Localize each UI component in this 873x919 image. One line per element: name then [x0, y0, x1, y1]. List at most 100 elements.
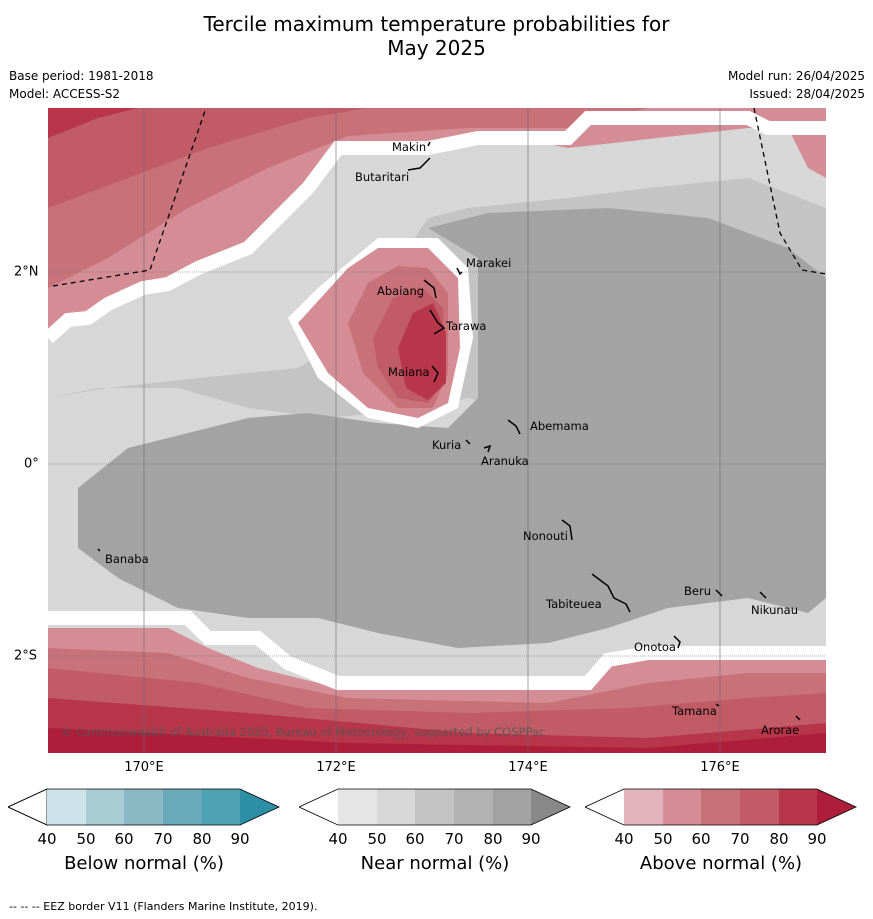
cbar-above-swatch-1 — [624, 789, 663, 825]
place-label-abaiang: Abaiang — [377, 284, 424, 298]
base-period: Base period: 1981-2018 — [9, 69, 154, 83]
place-label-arorae: Arorae — [761, 723, 799, 737]
island-aranuka — [483, 444, 492, 453]
cbar-near-tick-40: 40 — [328, 830, 347, 848]
colorbar-near-swatches — [299, 789, 570, 825]
cbar-above-swatch-5 — [779, 789, 817, 825]
above-band-north-80 — [48, 108, 138, 138]
cbar-near-swatch-1 — [338, 789, 377, 825]
cbar-near-swatch-4 — [454, 789, 493, 825]
cbar-below-swatch-4 — [163, 789, 202, 825]
place-label-makin: Makin — [392, 140, 426, 154]
cbar-below-swatch-2 — [86, 789, 124, 825]
colorbar-below-title: Below normal (%) — [64, 853, 224, 874]
eez-border-east — [753, 108, 826, 275]
island-butaritari — [407, 157, 431, 171]
place-label-butaritari: Butaritari — [355, 170, 409, 184]
cbar-above-lower-arrow — [585, 789, 624, 825]
island-onotoa — [673, 635, 681, 649]
cbar-below-swatch-1 — [47, 789, 86, 825]
place-label-marakei: Marakei — [466, 256, 511, 270]
place-label-aranuka: Aranuka — [481, 454, 529, 468]
above-band-south-90 — [48, 728, 826, 753]
lat-label-0: 0° — [24, 456, 39, 472]
island-abemama — [507, 419, 521, 435]
island-arorae — [795, 715, 801, 721]
lon-label-176e: 176°E — [700, 760, 740, 775]
place-label-banaba: Banaba — [105, 552, 149, 566]
island-tamana — [715, 703, 720, 707]
cbar-below-tick-40: 40 — [37, 830, 56, 848]
eez-borders — [52, 108, 826, 287]
cbar-above-tick-90: 90 — [807, 830, 826, 848]
model-name: Model: ACCESS-S2 — [9, 87, 121, 101]
cbar-above-swatch-4 — [740, 789, 779, 825]
band-boundary-north — [48, 111, 826, 344]
eez-legend-note: -- -- -- EEZ border V11 (Flanders Marine… — [9, 900, 318, 913]
place-label-tamana: Tamana — [671, 704, 717, 718]
title-line-1: Tercile maximum temperature probabilitie… — [203, 12, 670, 36]
island-abaiang — [423, 279, 437, 299]
near-normal-70 — [78, 208, 826, 648]
place-label-onotoa: Onotoa — [634, 640, 676, 654]
cbar-above-upper-arrow — [817, 789, 856, 825]
colorbar-above-title: Above normal (%) — [639, 853, 803, 874]
model-run-date: Model run: 26/04/2025 — [727, 69, 865, 83]
place-label-tabiteuea: Tabiteuea — [545, 597, 602, 611]
lat-label-2s: 2°S — [14, 648, 38, 664]
cbar-near-upper-arrow — [531, 789, 570, 825]
cbar-near-tick-50: 50 — [367, 830, 386, 848]
island-banaba — [97, 548, 101, 552]
island-tarawa — [429, 309, 446, 335]
issued-date: Issued: 28/04/2025 — [749, 87, 865, 101]
island-kuria — [465, 439, 471, 445]
place-label-abemama: Abemama — [530, 419, 589, 433]
graticule — [48, 108, 826, 753]
cbar-below-tick-80: 80 — [192, 830, 211, 848]
cbar-near-swatch-5 — [493, 789, 531, 825]
cbar-below-lower-arrow — [8, 788, 48, 826]
cbar-near-tick-90: 90 — [521, 830, 540, 848]
probability-map: Makin Butaritari Marakei Abaiang Tarawa … — [48, 108, 826, 753]
cbar-above-swatch-3 — [701, 789, 740, 825]
lon-label-174e: 174°E — [508, 760, 548, 775]
island-marakei — [456, 267, 463, 276]
cbar-below-swatch-5 — [202, 789, 240, 825]
cbar-near-tick-60: 60 — [405, 830, 424, 848]
lat-label-2n: 2°N — [14, 264, 39, 280]
island-nikunau — [759, 591, 767, 599]
colorbar-near-title: Near normal (%) — [360, 853, 510, 874]
cbar-near-tick-80: 80 — [483, 830, 502, 848]
cbar-below-tick-60: 60 — [114, 830, 133, 848]
title-line-2: May 2025 — [387, 36, 486, 60]
band-boundary-south — [48, 611, 826, 690]
colorbar-above-normal: 40 50 60 70 80 90 — [585, 788, 857, 848]
place-label-tarawa: Tarawa — [445, 319, 486, 333]
cbar-near-swatch-2 — [377, 789, 415, 825]
above-band-north-60 — [48, 108, 648, 288]
cbar-below-upper-arrow — [240, 789, 279, 825]
island-beru — [715, 589, 723, 597]
cbar-below-tick-50: 50 — [76, 830, 95, 848]
colorbar-below-swatches — [8, 788, 279, 826]
run-info-left: Base period: 1981-2018 Model: ACCESS-S2 — [9, 67, 154, 103]
place-label-kuria: Kuria — [432, 438, 461, 452]
cbar-below-tick-70: 70 — [153, 830, 172, 848]
colorbar-near-normal: 40 50 60 70 80 90 — [299, 788, 571, 848]
island-tabiteuea — [591, 573, 631, 613]
cbar-above-tick-70: 70 — [730, 830, 749, 848]
colorbar-above-swatches — [585, 789, 856, 825]
island-makin — [427, 141, 431, 147]
bubble-80 — [398, 303, 446, 400]
place-label-maiana: Maiana — [388, 365, 430, 379]
cbar-near-swatch-3 — [415, 789, 454, 825]
cbar-near-lower-arrow — [299, 789, 338, 825]
island-nonouti — [561, 519, 573, 541]
cbar-near-tick-70: 70 — [444, 830, 463, 848]
island-outlines — [97, 141, 801, 721]
cbar-above-tick-40: 40 — [614, 830, 633, 848]
colorbar-below-normal: 40 50 60 70 80 90 — [8, 788, 280, 848]
place-label-beru: Beru — [684, 584, 711, 598]
cbar-below-tick-90: 90 — [230, 830, 249, 848]
copyright-notice: © Commonwealth of Australia 2025, Bureau… — [61, 725, 545, 739]
